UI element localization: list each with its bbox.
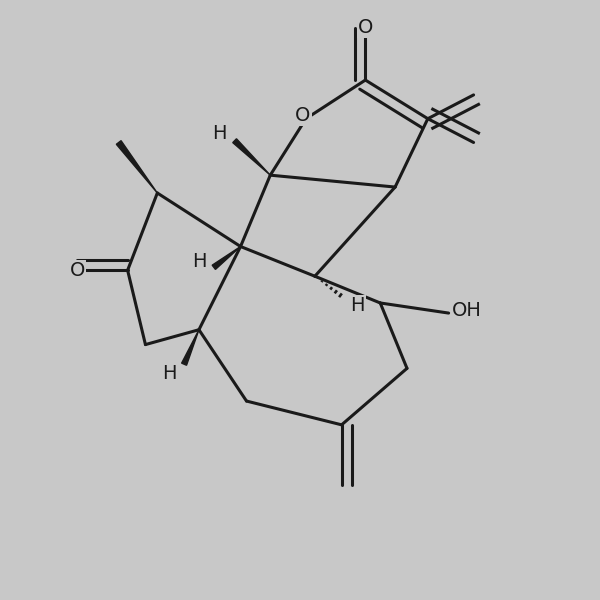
Polygon shape xyxy=(182,330,199,365)
Text: O: O xyxy=(358,18,373,37)
Polygon shape xyxy=(116,140,157,193)
Text: H: H xyxy=(350,296,365,316)
Text: H: H xyxy=(162,364,176,383)
Text: O: O xyxy=(70,261,85,280)
Polygon shape xyxy=(233,139,270,175)
Text: O: O xyxy=(295,106,311,125)
Text: H: H xyxy=(191,252,206,271)
Polygon shape xyxy=(212,247,241,269)
Text: OH: OH xyxy=(452,301,481,320)
Text: H: H xyxy=(212,124,227,143)
